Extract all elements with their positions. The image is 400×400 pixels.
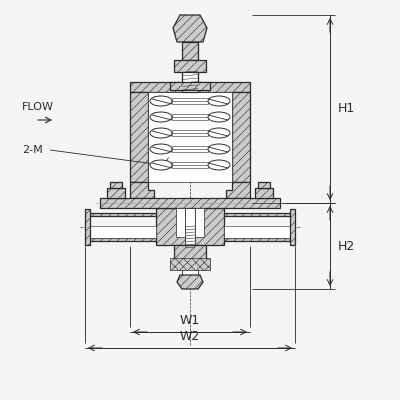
Bar [130, 92, 148, 182]
Bar [182, 42, 198, 60]
Ellipse shape [150, 112, 172, 122]
Ellipse shape [150, 144, 172, 154]
Bar [90, 238, 156, 241]
Bar [255, 188, 273, 198]
Ellipse shape [150, 160, 172, 170]
Ellipse shape [150, 128, 172, 138]
Bar [176, 208, 204, 237]
Bar [224, 238, 290, 241]
Text: 2-M: 2-M [22, 145, 43, 155]
Bar [170, 258, 210, 270]
Bar [90, 226, 156, 238]
Bar [100, 198, 280, 208]
Bar [182, 72, 198, 92]
Bar [232, 92, 250, 182]
Text: H2: H2 [338, 240, 355, 252]
Bar [110, 182, 122, 188]
Ellipse shape [208, 144, 230, 154]
Bar [224, 213, 290, 216]
Polygon shape [177, 275, 203, 289]
Bar [174, 245, 206, 265]
Bar [258, 182, 270, 188]
Bar [182, 263, 198, 275]
Bar [224, 226, 290, 238]
Polygon shape [173, 15, 207, 42]
Text: FLOW: FLOW [22, 102, 54, 112]
Bar [185, 208, 195, 250]
Bar [174, 60, 206, 72]
Bar [172, 114, 208, 120]
Bar [90, 213, 156, 216]
Text: W1: W1 [180, 314, 200, 327]
Polygon shape [226, 182, 250, 198]
Bar [130, 82, 250, 92]
Text: H1: H1 [338, 102, 355, 116]
Ellipse shape [208, 112, 230, 122]
Bar [107, 188, 125, 198]
Text: W2: W2 [180, 330, 200, 343]
Bar [172, 130, 208, 136]
Bar [172, 146, 208, 152]
Polygon shape [130, 182, 154, 198]
Ellipse shape [150, 96, 172, 106]
Bar [156, 208, 224, 245]
Bar [85, 209, 90, 245]
Bar [290, 209, 295, 245]
Bar [148, 92, 232, 182]
Ellipse shape [208, 160, 230, 170]
Bar [172, 98, 208, 104]
Ellipse shape [208, 128, 230, 138]
Bar [170, 82, 210, 90]
Bar [172, 162, 208, 168]
Ellipse shape [208, 96, 230, 106]
